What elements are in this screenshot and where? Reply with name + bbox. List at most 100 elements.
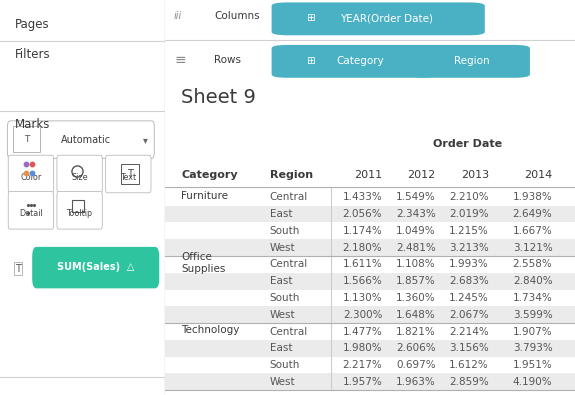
Text: 1.108%: 1.108% xyxy=(396,260,436,269)
Text: T: T xyxy=(127,169,133,179)
Text: T: T xyxy=(24,135,29,144)
FancyBboxPatch shape xyxy=(271,45,436,78)
Text: 2013: 2013 xyxy=(461,169,489,180)
Text: Central: Central xyxy=(270,327,308,337)
Text: 1.734%: 1.734% xyxy=(513,293,553,303)
Text: 2.300%: 2.300% xyxy=(343,310,382,320)
Text: 1.049%: 1.049% xyxy=(396,226,436,236)
Text: 2014: 2014 xyxy=(524,169,553,180)
Bar xyxy=(165,307,575,323)
Text: South: South xyxy=(270,360,300,370)
Text: South: South xyxy=(270,226,300,236)
Text: 1.980%: 1.980% xyxy=(343,343,382,353)
Bar xyxy=(165,273,575,290)
Bar xyxy=(165,239,575,256)
Text: 1.611%: 1.611% xyxy=(343,260,382,269)
Text: iii: iii xyxy=(174,11,182,21)
Text: Text: Text xyxy=(120,173,136,182)
Text: 1.907%: 1.907% xyxy=(513,327,553,337)
Text: 2.214%: 2.214% xyxy=(449,327,489,337)
FancyBboxPatch shape xyxy=(8,192,53,229)
Text: 2.481%: 2.481% xyxy=(396,243,436,252)
Text: 2.683%: 2.683% xyxy=(449,276,489,286)
Text: Central: Central xyxy=(270,260,308,269)
FancyBboxPatch shape xyxy=(271,2,485,35)
Text: East: East xyxy=(270,209,292,219)
Text: Region: Region xyxy=(270,169,313,180)
Text: 3.213%: 3.213% xyxy=(449,243,489,252)
Text: East: East xyxy=(270,276,292,286)
Text: 0.697%: 0.697% xyxy=(396,360,436,370)
Text: 2.019%: 2.019% xyxy=(449,209,489,219)
Text: 2.859%: 2.859% xyxy=(449,377,489,387)
Text: Rows: Rows xyxy=(214,55,242,65)
FancyBboxPatch shape xyxy=(13,126,40,152)
Text: 3.156%: 3.156% xyxy=(449,343,489,353)
Text: 1.938%: 1.938% xyxy=(513,192,553,202)
FancyBboxPatch shape xyxy=(7,121,154,158)
Text: West: West xyxy=(270,310,295,320)
Text: 1.951%: 1.951% xyxy=(513,360,553,370)
Text: 1.549%: 1.549% xyxy=(396,192,436,202)
Text: East: East xyxy=(270,343,292,353)
Text: Furniture: Furniture xyxy=(182,191,228,201)
Bar xyxy=(165,374,575,390)
FancyBboxPatch shape xyxy=(57,155,102,193)
Text: 1.130%: 1.130% xyxy=(343,293,382,303)
Text: 2012: 2012 xyxy=(407,169,436,180)
Text: SUM(Sales)  △: SUM(Sales) △ xyxy=(57,262,135,273)
Text: Office
Supplies: Office Supplies xyxy=(182,252,226,274)
Text: Central: Central xyxy=(270,192,308,202)
Text: Columns: Columns xyxy=(214,11,260,21)
Text: Size: Size xyxy=(71,173,88,182)
Text: 1.174%: 1.174% xyxy=(343,226,382,236)
Text: 2.606%: 2.606% xyxy=(396,343,436,353)
Text: 3.121%: 3.121% xyxy=(513,243,553,252)
Text: 1.360%: 1.360% xyxy=(396,293,436,303)
Text: 1.821%: 1.821% xyxy=(396,327,436,337)
Text: 1.612%: 1.612% xyxy=(449,360,489,370)
Text: Category: Category xyxy=(336,56,384,66)
Text: Automatic: Automatic xyxy=(61,135,111,145)
Text: 2.180%: 2.180% xyxy=(343,243,382,252)
Text: Detail: Detail xyxy=(19,209,43,218)
Text: 1.667%: 1.667% xyxy=(513,226,553,236)
Text: West: West xyxy=(270,243,295,252)
Text: 2.840%: 2.840% xyxy=(513,276,553,286)
FancyBboxPatch shape xyxy=(121,164,139,184)
Text: Marks: Marks xyxy=(15,118,50,132)
Text: ⊞: ⊞ xyxy=(306,56,315,66)
Text: 1.857%: 1.857% xyxy=(396,276,436,286)
Text: 1.957%: 1.957% xyxy=(343,377,382,387)
Text: Order Date: Order Date xyxy=(433,139,502,149)
Text: Tooltip: Tooltip xyxy=(67,209,93,218)
FancyBboxPatch shape xyxy=(57,192,102,229)
Text: 2.649%: 2.649% xyxy=(513,209,553,219)
Text: Category: Category xyxy=(182,169,238,180)
Bar xyxy=(165,205,575,222)
Text: ▾: ▾ xyxy=(143,135,148,145)
Text: 1.433%: 1.433% xyxy=(343,192,382,202)
Text: 1.993%: 1.993% xyxy=(449,260,489,269)
FancyBboxPatch shape xyxy=(8,155,53,193)
FancyBboxPatch shape xyxy=(32,247,159,288)
Text: Color: Color xyxy=(20,173,41,182)
Text: 2.558%: 2.558% xyxy=(513,260,553,269)
Text: 2.067%: 2.067% xyxy=(449,310,489,320)
Text: 2011: 2011 xyxy=(354,169,382,180)
Text: West: West xyxy=(270,377,295,387)
Text: Technology: Technology xyxy=(182,325,240,335)
Text: 3.793%: 3.793% xyxy=(513,343,553,353)
FancyBboxPatch shape xyxy=(106,155,151,193)
Text: 2.217%: 2.217% xyxy=(343,360,382,370)
Text: 2.056%: 2.056% xyxy=(343,209,382,219)
Text: YEAR(Order Date): YEAR(Order Date) xyxy=(340,13,433,23)
Text: 1.566%: 1.566% xyxy=(343,276,382,286)
Text: 1.245%: 1.245% xyxy=(449,293,489,303)
Text: 1.477%: 1.477% xyxy=(343,327,382,337)
Text: South: South xyxy=(270,293,300,303)
Bar xyxy=(165,340,575,357)
Text: Filters: Filters xyxy=(15,48,51,61)
Text: Pages: Pages xyxy=(15,18,49,31)
FancyBboxPatch shape xyxy=(411,45,530,78)
